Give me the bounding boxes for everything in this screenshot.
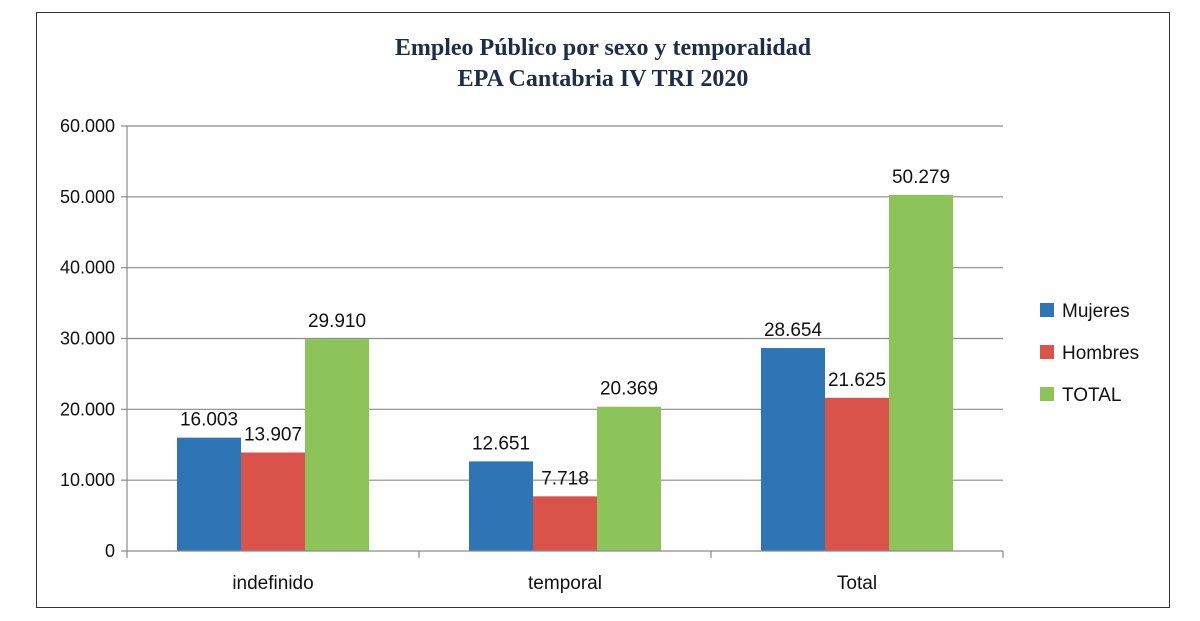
bar-mujeres-temporal: [469, 461, 533, 551]
data-label: 21.625: [828, 370, 886, 391]
y-tick-label: 0: [105, 541, 115, 561]
x-axis: indefinido temporal Total: [126, 126, 1004, 594]
data-label: 28.654: [764, 320, 823, 341]
x-category-label: temporal: [528, 573, 602, 594]
y-tick-label: 30.000: [60, 329, 115, 349]
legend-label-total: TOTAL: [1062, 385, 1121, 406]
y-tick-label: 60.000: [60, 116, 115, 136]
chart-subtitle: EPA Cantabria IV TRI 2020: [457, 66, 749, 92]
data-label: 7.718: [541, 468, 589, 489]
chart-title: Empleo Público por sexo y temporalidad: [394, 35, 812, 61]
data-labels: 16.003 13.907 29.910 12.651 7.718 20.369 28.65…: [180, 167, 950, 489]
data-label: 50.279: [892, 167, 950, 188]
legend-label-mujeres: Mujeres: [1062, 301, 1130, 322]
bar-mujeres-indefinido: [177, 437, 241, 551]
legend-swatch-mujeres: [1040, 303, 1054, 317]
y-axis-ticks: 0 10.000 20.000 30.000 40.000 50.000 60.000: [60, 116, 127, 561]
x-category-label: Total: [837, 573, 877, 594]
bar-total-total: [889, 194, 953, 551]
y-tick-label: 40.000: [60, 258, 115, 278]
bar-hombres-total: [825, 397, 889, 551]
legend-swatch-hombres: [1040, 345, 1054, 359]
y-tick-label: 50.000: [60, 187, 115, 207]
data-label: 20.369: [600, 379, 658, 400]
y-tick-label: 10.000: [60, 470, 115, 490]
y-tick-label: 20.000: [60, 399, 115, 419]
data-label: 12.651: [472, 433, 530, 454]
legend: Mujeres Hombres TOTAL: [1040, 301, 1139, 406]
data-label: 16.003: [180, 410, 238, 431]
legend-label-hombres: Hombres: [1062, 343, 1139, 364]
legend-swatch-total: [1040, 387, 1054, 401]
bar-mujeres-total: [761, 348, 825, 551]
bars: [177, 194, 953, 551]
bar-total-indefinido: [305, 339, 369, 551]
x-category-label: indefinido: [232, 573, 313, 594]
data-label: 13.907: [244, 424, 302, 445]
bar-hombres-indefinido: [241, 452, 305, 551]
bar-total-temporal: [597, 406, 661, 551]
data-label: 29.910: [308, 311, 366, 332]
bar-hombres-temporal: [533, 496, 597, 551]
